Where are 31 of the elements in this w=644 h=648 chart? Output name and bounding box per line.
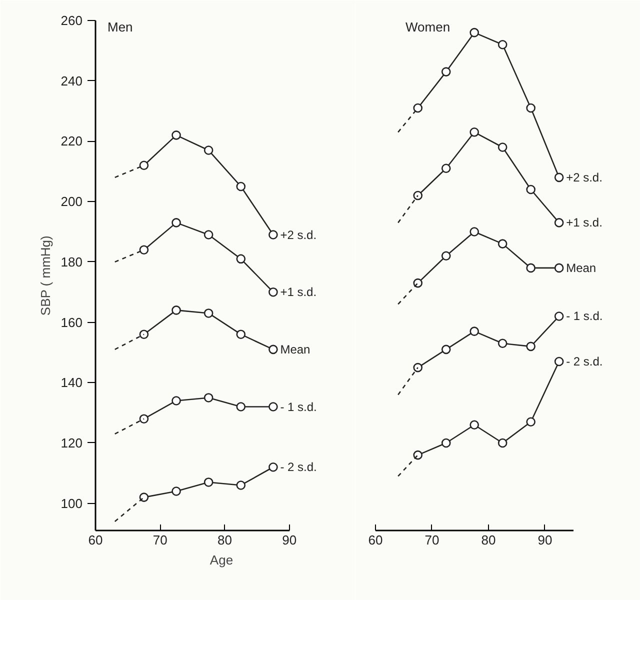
x-tick-label: 90 [538,532,552,548]
series-label: - 2 s.d. [566,354,603,369]
y-tick-label: 120 [60,435,83,450]
y-tick-label: 200 [60,194,83,210]
y-tick-label: 160 [60,314,83,330]
chart-title: Men [108,20,133,34]
x-tick-label: 70 [424,532,440,548]
series-label: +2 s.d. [566,170,602,184]
y-axis-title: SBP ( mmHg) [38,236,53,316]
x-tick-label: 60 [368,532,383,548]
y-tick-label: 220 [60,134,83,149]
chart-title: Women [406,20,450,34]
x-tick-label: 80 [218,532,232,548]
series-label: Mean [566,260,596,275]
series-label: - 2 s.d. [280,460,317,474]
y-tick-label: 100 [60,496,83,511]
y-tick-label: 180 [60,254,83,270]
series-label: Mean [280,342,310,356]
x-tick-label: 60 [88,532,103,548]
series-label: - 1 s.d. [566,309,603,324]
series-label: +2 s.d. [280,228,317,242]
x-axis-title: Age [210,552,234,568]
series-label: +1 s.d. [566,216,602,230]
y-tick-label: 240 [60,73,83,88]
series-label: +1 s.d. [280,285,317,300]
y-tick-label: 260 [60,13,83,28]
x-tick-label: 70 [152,532,168,548]
x-tick-label: 90 [282,532,297,548]
series-label: - 1 s.d. [280,400,317,414]
x-tick-label: 80 [481,532,496,548]
y-tick-label: 140 [60,375,83,390]
